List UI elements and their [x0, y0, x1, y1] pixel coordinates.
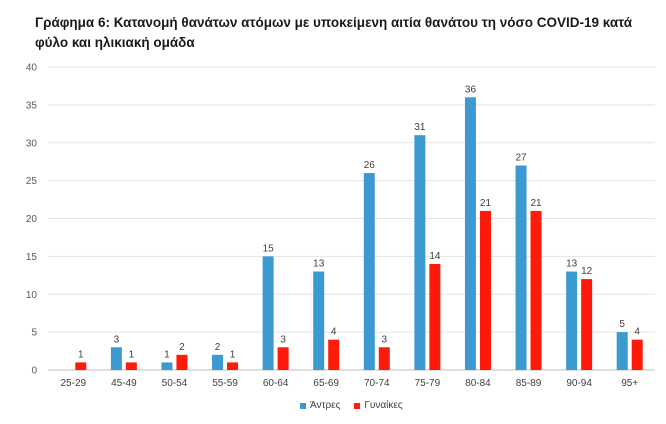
legend: Άντρες Γυναίκες [300, 400, 403, 411]
x-tick-label: 80-84 [465, 378, 491, 389]
y-tick-label: 20 [26, 214, 38, 225]
bar-men [313, 271, 325, 370]
x-tick-label: 25-29 [61, 378, 87, 389]
y-tick-label: 15 [26, 252, 38, 263]
data-label: 4 [634, 327, 640, 338]
data-label: 21 [530, 198, 542, 209]
bar-women [227, 362, 239, 370]
y-tick-label: 0 [31, 366, 37, 377]
bar-women [125, 362, 137, 370]
x-tick-label: 90-94 [566, 378, 592, 389]
gridlines [48, 66, 655, 371]
data-label: 3 [280, 334, 286, 345]
bar-men [212, 354, 224, 370]
data-label: 1 [164, 349, 170, 360]
x-tick-label: 45-49 [111, 378, 137, 389]
legend-swatch-men [300, 402, 306, 409]
y-axis-ticks: 0 5 10 15 20 25 30 35 40 [26, 63, 38, 377]
x-axis-ticks: 25-29 45-49 50-54 55-59 60-64 65-69 70-74 75-79… [61, 378, 639, 389]
x-tick-label: 50-54 [162, 378, 188, 389]
bar-women [479, 210, 491, 370]
bar-women [429, 263, 441, 370]
data-label: 4 [331, 327, 337, 338]
data-label: 1 [129, 349, 135, 360]
bars [75, 97, 643, 371]
data-label: 13 [566, 259, 578, 270]
bar-men [110, 347, 122, 370]
x-tick-label: 75-79 [415, 378, 441, 389]
bar-men [515, 165, 527, 370]
data-label: 1 [78, 349, 84, 360]
data-label: 26 [364, 160, 376, 171]
legend-swatch-women [354, 402, 361, 409]
legend-item-men: Άντρες [300, 400, 340, 411]
y-tick-label: 25 [26, 176, 38, 187]
x-tick-label: 70-74 [364, 378, 390, 389]
bar-women [631, 339, 643, 370]
data-label: 14 [429, 251, 441, 262]
bar-men [414, 135, 426, 370]
y-tick-label: 5 [31, 328, 37, 339]
bar-men [616, 332, 628, 370]
data-label: 21 [480, 198, 492, 209]
x-tick-label: 65-69 [313, 378, 339, 389]
data-label: 1 [230, 349, 236, 360]
x-tick-label: 60-64 [263, 378, 289, 389]
data-label: 3 [114, 334, 120, 345]
legend-item-women: Γυναίκες [354, 400, 403, 411]
bar-men [566, 271, 578, 370]
data-label: 31 [414, 122, 426, 133]
data-label: 2 [179, 342, 185, 353]
bar-men [464, 97, 476, 371]
bar-women [176, 354, 188, 370]
legend-label-men: Άντρες [310, 400, 341, 411]
chart-title: Γράφημα 6: Κατανομή θανάτων ατόμων με υπ… [35, 15, 633, 50]
data-label: 2 [215, 342, 221, 353]
bar-men [161, 362, 173, 370]
bar-women [277, 347, 289, 370]
y-tick-label: 10 [26, 290, 38, 301]
bar-women [328, 339, 340, 370]
bar-women [75, 362, 87, 370]
legend-label-women: Γυναίκες [364, 400, 403, 411]
bar-men [262, 256, 274, 370]
y-tick-label: 30 [26, 138, 38, 149]
y-tick-label: 40 [26, 63, 38, 74]
data-label: 15 [263, 243, 275, 254]
data-label: 36 [465, 84, 477, 95]
data-label: 13 [313, 259, 325, 270]
data-label: 5 [619, 319, 625, 330]
bar-men [363, 173, 375, 370]
x-tick-label: 55-59 [212, 378, 238, 389]
bar-women [581, 279, 593, 370]
data-label: 3 [382, 334, 388, 345]
bar-women [378, 347, 390, 370]
x-tick-label: 95+ [621, 378, 638, 389]
data-label: 12 [581, 266, 593, 277]
y-tick-label: 35 [26, 100, 38, 111]
bar-women [530, 210, 542, 370]
data-label: 27 [515, 152, 527, 163]
x-tick-label: 85-89 [516, 378, 542, 389]
